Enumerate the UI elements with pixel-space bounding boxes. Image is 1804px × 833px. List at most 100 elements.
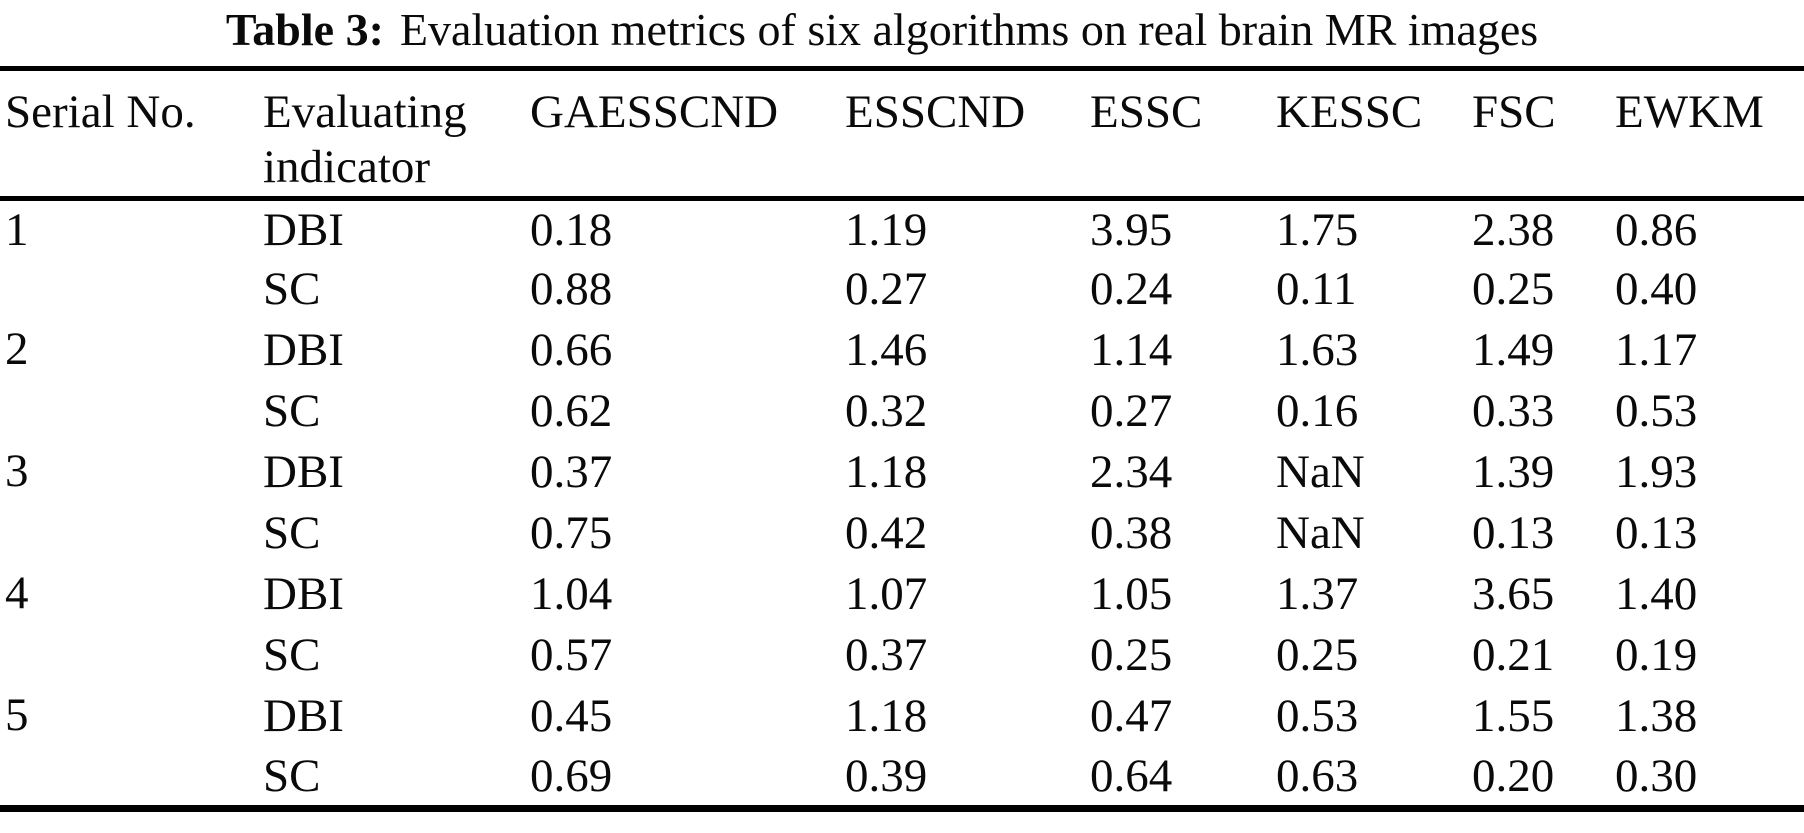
table-row: SC 0.88 0.27 0.24 0.11 0.25 0.40 <box>0 259 1804 320</box>
indicator-cell: DBI <box>263 446 344 499</box>
indicator-cell: SC <box>263 629 321 682</box>
value-cell: 0.24 <box>1090 263 1173 316</box>
indicator-cell: DBI <box>263 690 344 743</box>
value-cell: 0.27 <box>845 263 928 316</box>
value-cell: 1.39 <box>1472 446 1555 499</box>
value-cell: NaN <box>1276 507 1365 560</box>
value-cell: 3.95 <box>1090 203 1173 256</box>
indicator-cell: DBI <box>263 568 344 621</box>
table-row: 3 DBI 0.37 1.18 2.34 NaN 1.39 1.93 <box>0 442 1804 503</box>
indicator-cell: DBI <box>263 324 344 377</box>
value-cell: 0.75 <box>530 507 613 560</box>
value-cell: 1.49 <box>1472 324 1555 377</box>
table-row: 2 DBI 0.66 1.46 1.14 1.63 1.49 1.17 <box>0 320 1804 381</box>
value-cell: 0.47 <box>1090 690 1173 743</box>
value-cell: 0.40 <box>1615 263 1698 316</box>
value-cell: 0.45 <box>530 690 613 743</box>
value-cell: 0.39 <box>845 749 928 802</box>
header-essc: ESSC <box>1090 68 1276 201</box>
value-cell: 1.37 <box>1276 568 1359 621</box>
table-row: SC 0.69 0.39 0.64 0.63 0.20 0.30 <box>0 747 1804 808</box>
value-cell: 0.64 <box>1090 749 1173 802</box>
table-row: 5 DBI 0.45 1.18 0.47 0.53 1.55 1.38 <box>0 686 1804 747</box>
value-cell: 0.57 <box>530 629 613 682</box>
value-cell: 0.11 <box>1276 263 1357 316</box>
value-cell: 0.13 <box>1472 507 1555 560</box>
indicator-cell: SC <box>263 749 321 802</box>
header-ewkm: EWKM <box>1615 68 1804 201</box>
table-row: SC 0.57 0.37 0.25 0.25 0.21 0.19 <box>0 625 1804 686</box>
value-cell: 1.18 <box>845 690 928 743</box>
value-cell: 0.88 <box>530 263 613 316</box>
value-cell: 0.32 <box>845 385 928 438</box>
value-cell: 0.42 <box>845 507 928 560</box>
value-cell: 0.33 <box>1472 385 1555 438</box>
evaluation-metrics-table: Serial No. Evaluating indicator GAESSCND… <box>0 66 1804 812</box>
serial-cell: 5 <box>5 689 29 742</box>
value-cell: 1.63 <box>1276 324 1359 377</box>
value-cell: 0.37 <box>845 629 928 682</box>
serial-cell: 3 <box>5 445 29 498</box>
value-cell: 0.38 <box>1090 507 1173 560</box>
indicator-cell: SC <box>263 507 321 560</box>
table-header-row: Serial No. Evaluating indicator GAESSCND… <box>0 68 1804 201</box>
value-cell: 2.38 <box>1472 203 1555 256</box>
value-cell: 0.62 <box>530 385 613 438</box>
value-cell: 0.16 <box>1276 385 1359 438</box>
header-gaesscnd: GAESSCND <box>530 68 845 201</box>
value-cell: 0.25 <box>1090 629 1173 682</box>
value-cell: 1.14 <box>1090 324 1173 377</box>
table-caption: Table 3: Evaluation metrics of six algori… <box>0 0 1804 66</box>
value-cell: 1.19 <box>845 203 928 256</box>
value-cell: 1.75 <box>1276 203 1359 256</box>
table-row: SC 0.62 0.32 0.27 0.16 0.33 0.53 <box>0 381 1804 442</box>
value-cell: 0.69 <box>530 749 613 802</box>
serial-cell: 2 <box>5 323 29 376</box>
value-cell: 0.37 <box>530 446 613 499</box>
value-cell: 1.55 <box>1472 690 1555 743</box>
value-cell: 0.25 <box>1472 263 1555 316</box>
value-cell: 1.17 <box>1615 324 1698 377</box>
value-cell: NaN <box>1276 446 1365 499</box>
header-esscnd: ESSCND <box>845 68 1090 201</box>
value-cell: 0.53 <box>1276 690 1359 743</box>
table-header: Serial No. Evaluating indicator GAESSCND… <box>0 68 1804 201</box>
value-cell: 1.93 <box>1615 446 1698 499</box>
value-cell: 0.27 <box>1090 385 1173 438</box>
value-cell: 1.18 <box>845 446 928 499</box>
table-caption-label: Table 3: <box>225 4 384 55</box>
indicator-cell: DBI <box>263 203 344 256</box>
value-cell: 0.13 <box>1615 507 1698 560</box>
value-cell: 1.07 <box>845 568 928 621</box>
header-serial-no: Serial No. <box>0 68 263 201</box>
value-cell: 0.25 <box>1276 629 1359 682</box>
value-cell: 1.38 <box>1615 690 1698 743</box>
serial-cell: 4 <box>5 567 29 620</box>
indicator-cell: SC <box>263 385 321 438</box>
value-cell: 0.63 <box>1276 749 1359 802</box>
value-cell: 1.40 <box>1615 568 1698 621</box>
header-fsc: FSC <box>1472 68 1615 201</box>
indicator-cell: SC <box>263 263 321 316</box>
value-cell: 0.20 <box>1472 749 1555 802</box>
value-cell: 2.34 <box>1090 446 1173 499</box>
value-cell: 0.53 <box>1615 385 1698 438</box>
value-cell: 1.46 <box>845 324 928 377</box>
table-row: 4 DBI 1.04 1.07 1.05 1.37 3.65 1.40 <box>0 564 1804 625</box>
value-cell: 0.66 <box>530 324 613 377</box>
table-row: 1 DBI 0.18 1.19 3.95 1.75 2.38 0.86 <box>0 198 1804 259</box>
header-kessc: KESSC <box>1276 68 1472 201</box>
value-cell: 0.19 <box>1615 629 1698 682</box>
table-row: SC 0.75 0.42 0.38 NaN 0.13 0.13 <box>0 503 1804 564</box>
value-cell: 0.18 <box>530 203 613 256</box>
value-cell: 0.21 <box>1472 629 1555 682</box>
value-cell: 0.86 <box>1615 203 1698 256</box>
table-caption-text: Evaluation metrics of six algorithms on … <box>399 4 1539 55</box>
value-cell: 0.30 <box>1615 749 1698 802</box>
value-cell: 1.05 <box>1090 568 1173 621</box>
serial-cell: 1 <box>5 203 29 256</box>
value-cell: 1.04 <box>530 568 613 621</box>
table-body: 1 DBI 0.18 1.19 3.95 1.75 2.38 0.86 SC 0.88 0.27 0.… <box>0 198 1804 808</box>
header-evaluating-indicator: Evaluating indicator <box>263 68 530 201</box>
